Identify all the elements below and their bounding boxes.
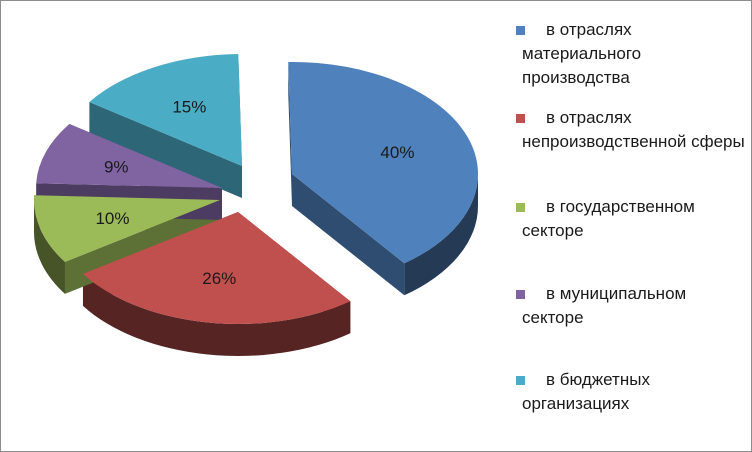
legend-item: в бюджетных организациях <box>516 368 746 416</box>
legend-label: в бюджетных организациях <box>522 370 650 413</box>
slice-label: 40% <box>380 143 414 162</box>
legend-item: в отраслях непроизводственной сферы <box>516 106 746 154</box>
pie-slice <box>288 61 478 264</box>
slice-label: 26% <box>202 269 236 288</box>
pie-slice <box>34 195 221 262</box>
legend-swatch <box>516 290 525 299</box>
pie-slice-side <box>34 200 65 294</box>
legend-swatch <box>516 203 525 212</box>
pie-slice <box>89 54 242 166</box>
slice-label: 15% <box>172 98 206 117</box>
pie-slice-wall <box>89 101 242 198</box>
legend-swatch <box>516 376 525 385</box>
pie-slice <box>82 212 351 324</box>
legend-label: в отраслях материального производства <box>522 20 642 87</box>
legend-label: в отраслях непроизводственной сферы <box>522 108 745 151</box>
legend-item: в муниципальном секторе <box>516 282 746 330</box>
legend-label: в государственном секторе <box>522 197 695 240</box>
legend-label: в муниципальном секторе <box>522 284 687 327</box>
slice-label: 10% <box>95 209 129 228</box>
legend-item: в государственном секторе <box>516 195 746 243</box>
legend-item: в отраслях материального производства <box>516 18 746 90</box>
pie-slice-wall <box>288 62 292 206</box>
legend-swatch <box>516 26 525 35</box>
pie-slice <box>36 123 222 188</box>
pie-slice-wall <box>292 174 405 296</box>
pie-slice-side <box>82 273 351 356</box>
slice-label: 9% <box>104 158 129 177</box>
legend-swatch <box>516 114 525 123</box>
pie-slice-side <box>404 174 478 296</box>
